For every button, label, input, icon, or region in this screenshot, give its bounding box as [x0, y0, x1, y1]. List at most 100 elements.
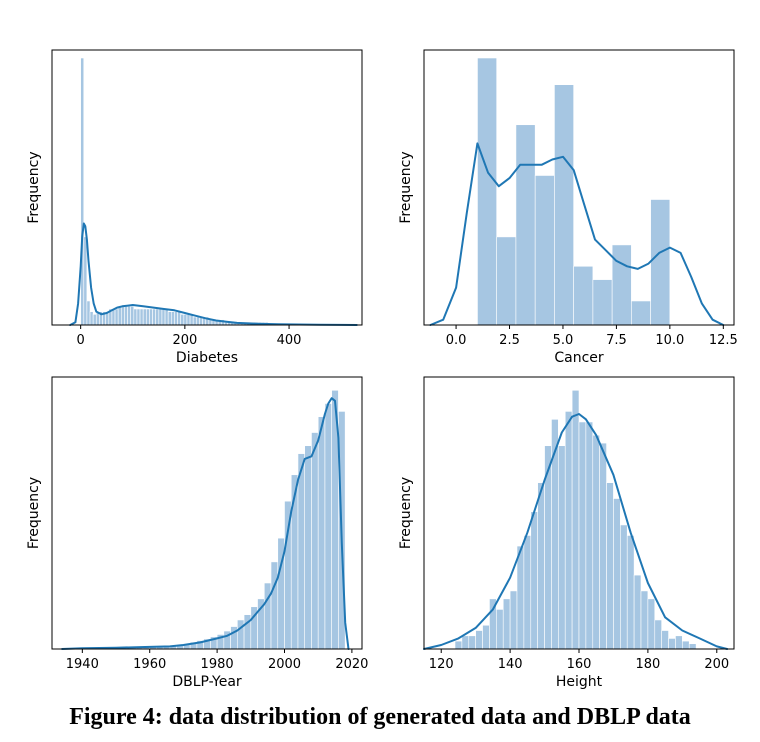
histogram-bar [164, 308, 169, 326]
histogram-bar [317, 416, 326, 650]
histogram-bar [92, 314, 97, 326]
x-tick-label: 2020 [335, 657, 368, 672]
histogram-bar [136, 308, 141, 326]
histogram-bar [186, 314, 191, 326]
histogram-bar [304, 445, 312, 650]
histogram-bar [111, 308, 116, 326]
figure-caption: Figure 4: data distribution of generated… [69, 704, 691, 730]
histogram-bar [633, 574, 642, 650]
histogram-bar [127, 306, 131, 326]
density-curve [69, 222, 358, 326]
histogram-bar [626, 535, 635, 650]
histogram-bar [537, 482, 545, 650]
histogram-bar [167, 311, 172, 326]
x-axis-label: Cancer [554, 350, 604, 366]
plot-frame [51, 376, 363, 650]
histogram-bar [297, 453, 306, 650]
histogram-bar [688, 643, 697, 650]
histogram-bar [509, 590, 518, 650]
histogram-bar [675, 635, 683, 650]
histogram-bar [461, 635, 470, 650]
x-tick-label: 160 [567, 657, 592, 672]
density-curve [423, 413, 729, 650]
histogram-bar [571, 389, 580, 650]
y-axis-label: Frequency [398, 151, 414, 223]
x-tick-label: 1980 [201, 657, 234, 672]
histogram-bar [83, 236, 88, 326]
histogram-bar [177, 311, 181, 326]
histogram-bar [515, 124, 536, 326]
histogram-bar [139, 308, 144, 326]
y-axis-label: Frequency [26, 151, 42, 223]
histogram-bar [573, 265, 594, 326]
x-tick-label: 400 [277, 333, 302, 348]
histogram-bar [611, 244, 632, 326]
histogram-bar [174, 311, 178, 326]
x-tick-label: 5.0 [553, 333, 574, 348]
chart-panel-3: 1940 1960 1980 2000 2020 DBLP-Year Frequency [26, 376, 368, 690]
histogram-bar [606, 482, 614, 650]
histogram-bar [183, 314, 188, 326]
histogram-bar [117, 306, 122, 326]
histogram-bar [523, 535, 532, 650]
x-tick-label: 7.5 [606, 333, 627, 348]
x-tick-label: 10.0 [655, 333, 684, 348]
histogram-bar [585, 421, 594, 650]
x-axis-label: DBLP-Year [172, 674, 242, 690]
density-curve [429, 142, 725, 326]
plot-frame [51, 49, 363, 326]
y-axis-label: Frequency [26, 477, 42, 549]
histogram-bar [682, 640, 690, 650]
x-tick-label: 0.0 [446, 333, 467, 348]
histogram-bar [482, 624, 490, 650]
histogram-bar [496, 236, 517, 326]
histogram-bar [475, 630, 483, 650]
x-axis-label: Diabetes [176, 350, 238, 366]
histogram-bar [530, 511, 538, 650]
histogram-bar [564, 411, 573, 650]
x-tick-label: 1960 [133, 657, 166, 672]
x-tick-label: 12.5 [709, 333, 738, 348]
histogram-bar [130, 306, 135, 326]
histogram-bar [554, 84, 574, 326]
histogram-bar [171, 311, 175, 326]
density-curve [61, 397, 350, 650]
histogram-bar [180, 314, 185, 326]
histogram-bar [578, 421, 587, 650]
x-tick-label: 140 [498, 657, 523, 672]
histogram-bar [516, 545, 525, 650]
histogram-bar [534, 175, 555, 326]
histogram-bar [668, 638, 676, 650]
histogram-bar [311, 432, 319, 650]
x-tick-label: 2000 [268, 657, 301, 672]
histogram-bar [263, 582, 272, 650]
histogram-bar [650, 199, 671, 326]
histogram-bar [558, 445, 566, 650]
chart-panel-1: 0 200 400 Diabetes Frequency [26, 49, 363, 366]
histogram-bar [114, 308, 119, 326]
histogram-bar [468, 635, 476, 650]
x-tick-label: 1940 [66, 657, 99, 672]
histogram-bar [149, 308, 153, 326]
histogram-bar [661, 630, 669, 650]
histogram-bar [86, 300, 91, 326]
histogram-bar [161, 308, 166, 326]
histogram-bar [237, 619, 245, 650]
histogram-bar [124, 306, 128, 326]
histogram-bar [270, 561, 279, 650]
x-tick-label: 200 [704, 657, 729, 672]
histogram-bar [80, 57, 85, 326]
histogram-bar [477, 57, 497, 326]
histogram-bar [120, 306, 125, 326]
histogram-bar [146, 308, 150, 326]
histogram-bar [454, 640, 463, 650]
x-tick-label: 180 [635, 657, 660, 672]
histogram-bar [152, 308, 156, 326]
x-axis-label: Height [556, 674, 603, 690]
y-axis-label: Frequency [398, 477, 414, 549]
x-tick-label: 200 [172, 333, 197, 348]
histogram-bar [290, 474, 299, 650]
chart-panel-4: 120 140 160 180 200 Height Frequency [398, 376, 735, 690]
histogram-bar [631, 300, 651, 326]
histogram-bar [592, 279, 613, 326]
